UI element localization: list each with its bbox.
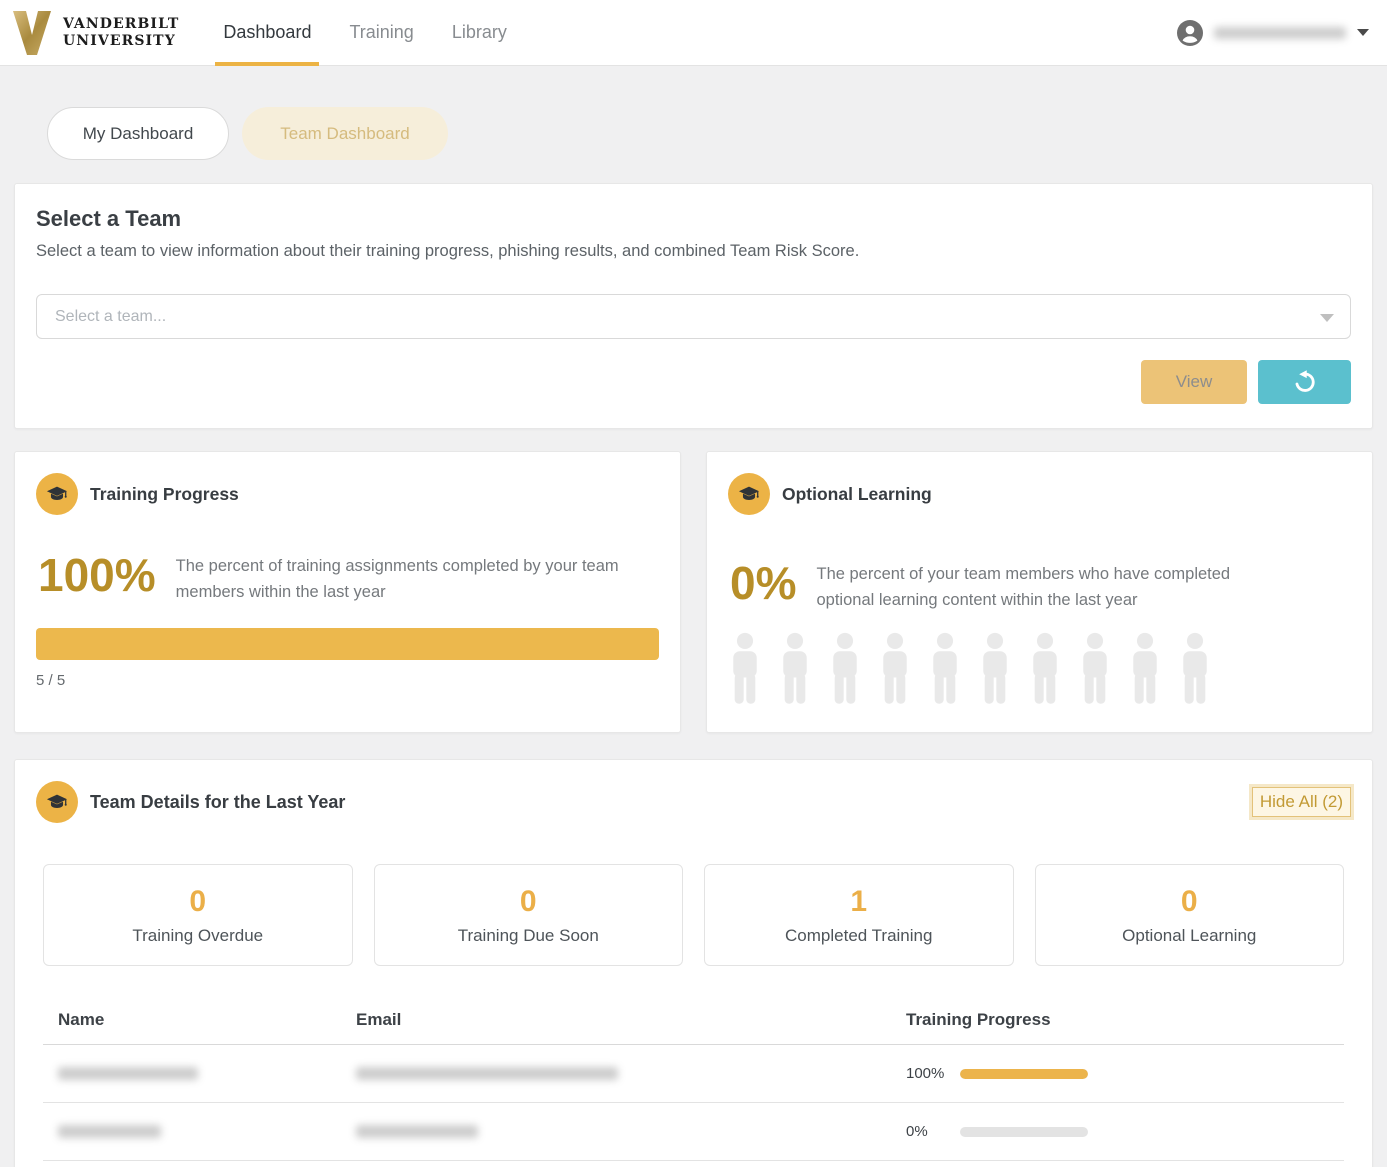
user-avatar-icon xyxy=(1177,19,1203,46)
stat-completed-training: 1 Completed Training xyxy=(704,864,1014,966)
member-progress-percent: 100% xyxy=(906,1065,945,1082)
training-progress-bar xyxy=(36,627,659,660)
person-icon xyxy=(933,632,957,704)
column-header-name: Name xyxy=(58,1009,105,1029)
member-name-redacted xyxy=(58,1125,161,1138)
stat-value: 1 xyxy=(850,884,868,918)
vanderbilt-logo: VANDERBILT UNIVERSITY xyxy=(10,9,179,57)
team-select-placeholder: Select a team... xyxy=(55,307,167,325)
training-progress-percent: 100% xyxy=(38,549,156,601)
stat-training-overdue: 0 Training Overdue xyxy=(43,864,353,966)
stat-optional-learning: 0 Optional Learning xyxy=(1034,864,1344,966)
reset-button[interactable] xyxy=(1258,360,1351,404)
stat-label: Training Overdue xyxy=(132,925,264,945)
nav-item-dashboard[interactable]: Dashboard xyxy=(215,0,320,66)
graduation-cap-icon xyxy=(728,473,770,515)
table-row: 0% xyxy=(43,1103,1344,1161)
tab-team-dashboard[interactable]: Team Dashboard xyxy=(242,107,448,160)
person-icon xyxy=(1033,632,1057,704)
view-button[interactable]: View xyxy=(1141,360,1247,404)
member-progress-percent: 0% xyxy=(906,1123,928,1140)
column-header-email: Email xyxy=(356,1009,402,1029)
member-email-redacted xyxy=(356,1067,618,1080)
table-row: 100% xyxy=(43,1045,1344,1103)
member-progress-bar-fill xyxy=(960,1068,1088,1079)
training-progress-title: Training Progress xyxy=(90,483,239,504)
person-icon xyxy=(883,632,907,704)
training-progress-bar-fill xyxy=(36,627,659,660)
graduation-cap-icon xyxy=(36,781,78,823)
stat-value: 0 xyxy=(519,884,537,918)
team-select-dropdown[interactable]: Select a team... xyxy=(36,294,1351,339)
member-name-redacted xyxy=(58,1067,198,1080)
user-name-redacted xyxy=(1214,26,1346,39)
chevron-down-icon xyxy=(1357,29,1369,36)
select-team-actions: View xyxy=(36,360,1351,404)
training-progress-fraction: 5 / 5 xyxy=(36,671,66,689)
nav-item-library[interactable]: Library xyxy=(451,22,507,42)
training-progress-description: The percent of training assignments comp… xyxy=(175,557,619,602)
primary-nav: Dashboard Training Library xyxy=(215,0,507,66)
person-icon xyxy=(1183,632,1207,704)
optional-learning-title: Optional Learning xyxy=(782,483,932,504)
person-icon xyxy=(1133,632,1157,704)
stat-label: Completed Training xyxy=(785,925,933,945)
table-header-row: Name Email Training Progress xyxy=(43,995,1344,1045)
select-team-card: Select a Team Select a team to view info… xyxy=(14,183,1373,429)
column-header-training-progress: Training Progress xyxy=(906,1009,1051,1029)
person-icon xyxy=(1083,632,1107,704)
stat-label: Training Due Soon xyxy=(457,925,599,945)
select-team-description: Select a team to view information about … xyxy=(36,242,860,260)
user-menu[interactable] xyxy=(1177,19,1369,46)
person-icon xyxy=(783,632,807,704)
person-icon xyxy=(733,632,757,704)
dropdown-caret-icon xyxy=(1320,314,1334,322)
top-navigation-bar: VANDERBILT UNIVERSITY Dashboard Training… xyxy=(0,0,1387,66)
stat-training-due-soon: 0 Training Due Soon xyxy=(373,864,683,966)
stat-value: 0 xyxy=(1180,884,1198,918)
hide-all-button[interactable]: Hide All (2) xyxy=(1248,784,1355,820)
training-progress-card: Training Progress 100% The percent of tr… xyxy=(14,451,681,733)
stat-label: Optional Learning xyxy=(1122,925,1257,945)
team-members-icon-row xyxy=(728,632,1351,706)
refresh-icon xyxy=(1295,370,1315,392)
optional-learning-card: Optional Learning 0% The percent of your… xyxy=(706,451,1373,733)
select-team-title: Select a Team xyxy=(36,206,182,231)
dashboard-tab-switcher: My Dashboard Team Dashboard xyxy=(47,107,1373,160)
nav-item-training[interactable]: Training xyxy=(349,22,414,42)
stat-value: 0 xyxy=(189,884,207,918)
vanderbilt-wordmark: VANDERBILT UNIVERSITY xyxy=(63,15,180,49)
member-progress-bar xyxy=(960,1068,1088,1079)
team-details-card: Team Details for the Last Year Hide All … xyxy=(14,759,1373,1167)
graduation-cap-icon xyxy=(36,473,78,515)
person-icon xyxy=(983,632,1007,704)
team-details-title: Team Details for the Last Year xyxy=(90,791,346,812)
member-email-redacted xyxy=(356,1125,478,1138)
optional-learning-description: The percent of your team members who hav… xyxy=(816,565,1231,610)
vanderbilt-v-icon xyxy=(13,10,51,55)
team-stats-row: 0 Training Overdue 0 Training Due Soon 1… xyxy=(43,864,1344,966)
team-members-table: Name Email Training Progress 100% xyxy=(43,995,1344,1161)
person-icon xyxy=(833,632,857,704)
member-progress-bar xyxy=(960,1126,1088,1137)
tab-my-dashboard[interactable]: My Dashboard xyxy=(47,107,229,160)
optional-learning-percent: 0% xyxy=(730,557,797,609)
